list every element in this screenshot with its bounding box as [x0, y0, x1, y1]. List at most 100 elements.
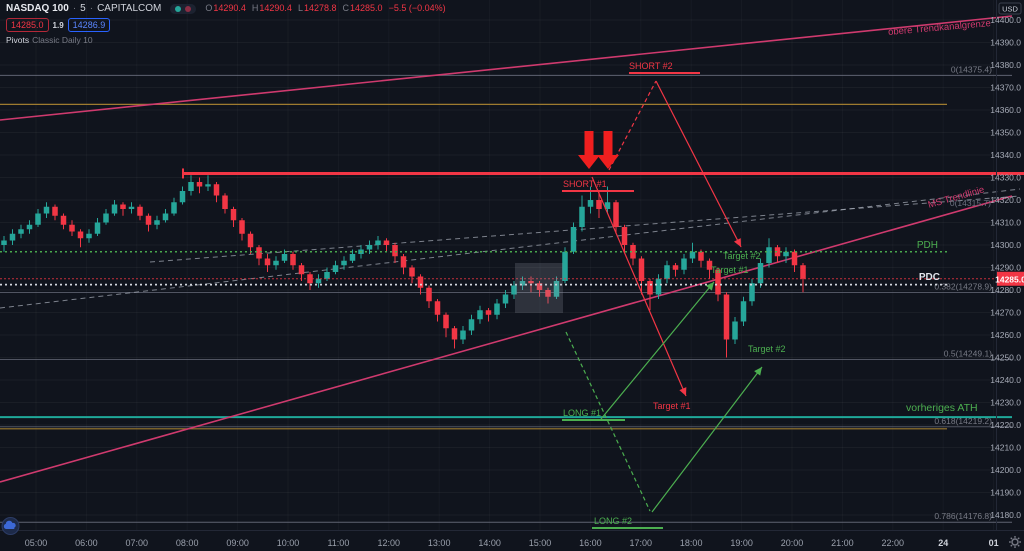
overlay-levels[interactable]: [0, 168, 1024, 286]
pdh-label[interactable]: PDH: [917, 240, 938, 251]
target-1-short[interactable]: Target #1: [653, 401, 691, 411]
candle: [69, 220, 75, 236]
candle-body: [86, 233, 92, 239]
buy-button[interactable]: 14286.9: [67, 18, 111, 32]
upper-channel-line[interactable]: [0, 15, 1013, 121]
spread-value: 1.9: [52, 20, 64, 30]
separator: ·: [72, 3, 77, 14]
price-tick: 14250.0: [990, 353, 1021, 363]
candle: [298, 263, 305, 281]
currency-button-label[interactable]: USD: [1002, 5, 1018, 14]
gear-tooth: [1017, 537, 1020, 540]
candle: [715, 267, 721, 302]
price-tick: 14390.0: [990, 38, 1021, 48]
symbol-title[interactable]: NASDAQ 100: [6, 3, 69, 14]
time-axis[interactable]: 05:00 06:00 07:00 08:00 09:00 10:00 11:00 12:00…: [0, 530, 1024, 549]
bid-ask-row: 14285.0 1.9 14286.9: [6, 18, 446, 32]
target-2-lower[interactable]: Target #2: [748, 344, 786, 354]
low-label: L: [297, 3, 303, 13]
candle-body: [171, 202, 177, 214]
time-tick: 01: [989, 538, 999, 548]
candle-body: [213, 184, 220, 196]
candle-body: [655, 278, 662, 295]
candle: [596, 191, 602, 218]
long2-projection[interactable]: [651, 366, 763, 513]
pdc-label[interactable]: PDC: [919, 272, 940, 283]
prev-ath-label[interactable]: vorheriges ATH: [906, 402, 978, 414]
candle: [18, 224, 24, 239]
candle: [468, 314, 475, 335]
long-2-mark-label[interactable]: LONG #2: [594, 516, 632, 526]
candle: [162, 209, 169, 223]
cloud-icon: [3, 520, 16, 529]
candle: [1, 236, 7, 252]
long2-projection-arrowhead: [754, 367, 762, 376]
exchange-name[interactable]: CAPITALCOM: [97, 3, 162, 14]
short1-projection[interactable]: [591, 176, 687, 397]
candle-body: [18, 229, 24, 234]
short-1-mark-label[interactable]: SHORT #1: [563, 179, 607, 189]
interval-selector[interactable]: 5: [80, 3, 86, 14]
candle: [426, 285, 432, 308]
down-arrow-2[interactable]: [597, 131, 619, 169]
price-tick: 14260.0: [990, 330, 1021, 340]
price-tick: 14380.0: [990, 60, 1021, 70]
trendlines[interactable]: [0, 15, 1021, 483]
short-2-mark-label[interactable]: SHORT #2: [629, 61, 673, 71]
fib-382-label: 0.382(14278.9): [934, 281, 992, 291]
candle: [698, 249, 704, 268]
candle: [681, 254, 687, 275]
target-2-upper[interactable]: Target #2: [723, 251, 761, 261]
candle-body: [341, 260, 347, 266]
candle-body: [77, 231, 84, 239]
candle: [281, 249, 288, 263]
time-tick: 11:00: [327, 538, 349, 548]
candle: [553, 276, 560, 299]
candle-body: [800, 265, 806, 279]
candle: [154, 215, 160, 230]
candle: [341, 256, 347, 270]
gray-channel-dash-2[interactable]: [149, 195, 1021, 263]
candle: [205, 175, 211, 191]
candle: [502, 290, 509, 308]
candle-body: [630, 245, 636, 259]
upper-channel-label[interactable]: obere Trendkanalgrenze: [888, 18, 992, 38]
candle: [383, 238, 390, 252]
candle-body: [502, 294, 509, 304]
price-tick: 14340.0: [990, 150, 1021, 160]
broker-logo[interactable]: [1, 517, 20, 535]
sell-button[interactable]: 14285.0: [6, 18, 49, 32]
candle-body: [740, 301, 747, 322]
candle-body: [239, 220, 245, 234]
fib-05-label: 0.5(14249.1): [944, 349, 992, 359]
candle-body: [375, 240, 381, 245]
currency-button[interactable]: [998, 2, 1022, 15]
ms-trendline[interactable]: [0, 195, 1013, 483]
short2-projection[interactable]: [655, 80, 742, 248]
target-1-upper[interactable]: Target #1: [711, 265, 749, 275]
candle: [290, 251, 296, 270]
candle: [536, 281, 543, 297]
time-tick: 17:00: [630, 538, 653, 548]
candle: [349, 249, 356, 263]
fib-0-alt-label[interactable]: 0(14315.7): [950, 198, 991, 208]
indicator-row[interactable]: Pivots Classic Daily 10: [6, 35, 446, 45]
settings-gear-icon[interactable]: [1009, 536, 1021, 548]
long1-projection[interactable]: [600, 281, 715, 420]
long-entry-dash[interactable]: [565, 331, 651, 512]
trade-annotations[interactable]: SHORT #2 SHORT #1 LONG #1 LONG #2 Target #2 T…: [515, 18, 992, 529]
price-tick: 14320.0: [990, 195, 1021, 205]
down-arrow-1[interactable]: [578, 131, 600, 169]
status-dots[interactable]: [170, 3, 197, 14]
candle: [749, 278, 755, 306]
price-axis[interactable]: 14400.0 14390.0 14380.0 14370.0 14360.0 14350…: [990, 0, 1024, 530]
candle-body: [689, 251, 696, 259]
selection-highlight-box[interactable]: [515, 263, 563, 313]
candle: [86, 229, 92, 243]
gear-tooth: [1010, 537, 1013, 540]
low-value: 14278.8: [303, 3, 337, 13]
candle: [647, 278, 653, 311]
long-1-mark-label[interactable]: LONG #1: [563, 408, 601, 418]
